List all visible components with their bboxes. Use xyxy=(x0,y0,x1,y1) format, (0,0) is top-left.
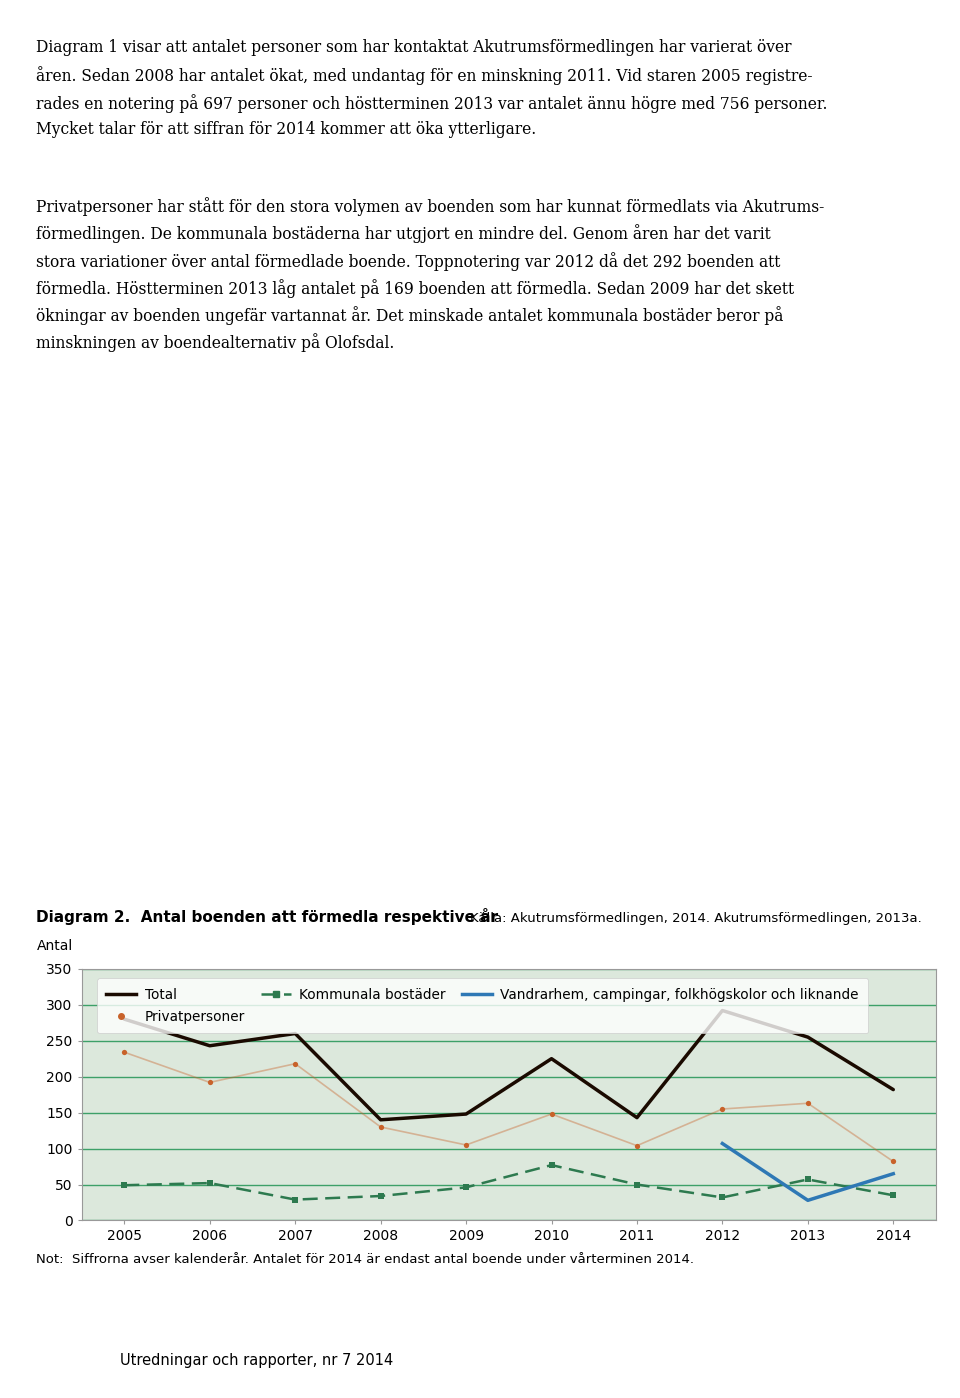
Text: Mycket talar för att siffran för 2014 kommer att öka ytterligare.: Mycket talar för att siffran för 2014 ko… xyxy=(36,122,537,138)
Text: stora variationer över antal förmedlade boende. Toppnotering var 2012 då det 292: stora variationer över antal förmedlade … xyxy=(36,252,780,271)
Legend: Total, Privatpersoner, Kommunala bostäder, Vandrarhem, campingar, folkhögskolor : Total, Privatpersoner, Kommunala bostäde… xyxy=(97,979,868,1033)
Text: Privatpersoner har stått för den stora volymen av boenden som har kunnat förmedl: Privatpersoner har stått för den stora v… xyxy=(36,197,825,217)
Text: Källa: Akutrumsförmedlingen, 2014. Akutrumsförmedlingen, 2013a.: Källa: Akutrumsförmedlingen, 2014. Akutr… xyxy=(470,913,923,925)
Text: 6 (22): 6 (22) xyxy=(47,1353,95,1367)
Text: rades en notering på 697 personer och höstterminen 2013 var antalet ännu högre m: rades en notering på 697 personer och hö… xyxy=(36,94,828,113)
Text: förmedla. Höstterminen 2013 låg antalet på 169 boenden att förmedla. Sedan 2009 : förmedla. Höstterminen 2013 låg antalet … xyxy=(36,280,795,298)
Text: förmedlingen. De kommunala bostäderna har utgjort en mindre del. Genom åren har : förmedlingen. De kommunala bostäderna ha… xyxy=(36,225,771,243)
Text: minskningen av boendealternativ på Olofsdal.: minskningen av boendealternativ på Olofs… xyxy=(36,334,395,352)
Text: Diagram 2.  Antal boenden att förmedla respektive år: Diagram 2. Antal boenden att förmedla re… xyxy=(36,909,498,925)
Text: Diagram 1 visar att antalet personer som har kontaktat Akutrumsförmedlingen har : Diagram 1 visar att antalet personer som… xyxy=(36,39,792,56)
Text: åren. Sedan 2008 har antalet ökat, med undantag för en minskning 2011. Vid stare: åren. Sedan 2008 har antalet ökat, med u… xyxy=(36,66,813,85)
Text: Not:  Siffrorna avser kalenderår. Antalet för 2014 är endast antal boende under : Not: Siffrorna avser kalenderår. Antalet… xyxy=(36,1253,694,1265)
Text: ökningar av boenden ungefär vartannat år. Det minskade antalet kommunala bostäde: ökningar av boenden ungefär vartannat år… xyxy=(36,306,784,326)
Text: Antal: Antal xyxy=(36,939,73,953)
Text: Utredningar och rapporter, nr 7 2014: Utredningar och rapporter, nr 7 2014 xyxy=(120,1353,394,1367)
